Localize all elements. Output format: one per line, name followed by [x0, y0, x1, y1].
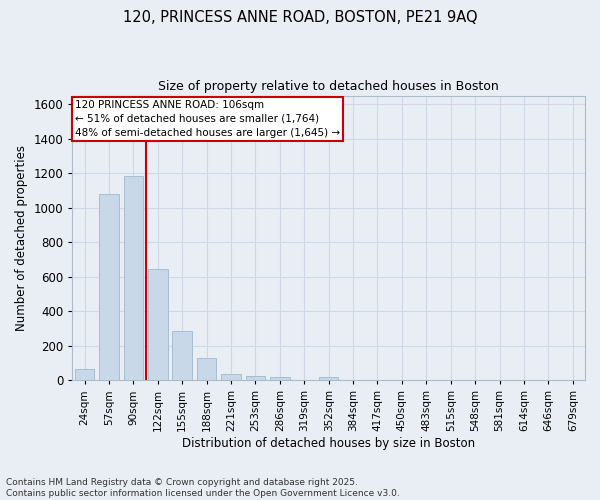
- Y-axis label: Number of detached properties: Number of detached properties: [15, 145, 28, 331]
- Bar: [197, 358, 217, 380]
- Bar: [245, 376, 265, 380]
- Bar: [75, 369, 94, 380]
- X-axis label: Distribution of detached houses by size in Boston: Distribution of detached houses by size …: [182, 437, 475, 450]
- Title: Size of property relative to detached houses in Boston: Size of property relative to detached ho…: [158, 80, 499, 93]
- Text: 120 PRINCESS ANNE ROAD: 106sqm
← 51% of detached houses are smaller (1,764)
48% : 120 PRINCESS ANNE ROAD: 106sqm ← 51% of …: [75, 100, 340, 138]
- Bar: [99, 194, 119, 380]
- Bar: [124, 176, 143, 380]
- Bar: [148, 269, 167, 380]
- Text: Contains HM Land Registry data © Crown copyright and database right 2025.
Contai: Contains HM Land Registry data © Crown c…: [6, 478, 400, 498]
- Bar: [172, 331, 192, 380]
- Bar: [221, 374, 241, 380]
- Text: 120, PRINCESS ANNE ROAD, BOSTON, PE21 9AQ: 120, PRINCESS ANNE ROAD, BOSTON, PE21 9A…: [122, 10, 478, 25]
- Bar: [319, 377, 338, 380]
- Bar: [270, 377, 290, 380]
